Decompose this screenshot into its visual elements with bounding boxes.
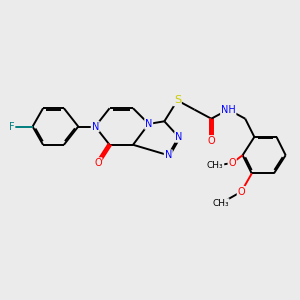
Text: N: N xyxy=(175,132,182,142)
Text: F: F xyxy=(9,122,15,131)
Text: N: N xyxy=(165,150,172,160)
Text: O: O xyxy=(228,158,236,168)
Text: O: O xyxy=(94,158,102,168)
Text: O: O xyxy=(238,187,245,197)
Text: CH₃: CH₃ xyxy=(207,161,224,170)
Text: NH: NH xyxy=(221,105,236,115)
Text: O: O xyxy=(208,136,215,146)
Text: N: N xyxy=(145,119,152,129)
Text: S: S xyxy=(174,95,181,105)
Text: N: N xyxy=(92,122,99,131)
Text: CH₃: CH₃ xyxy=(212,199,229,208)
